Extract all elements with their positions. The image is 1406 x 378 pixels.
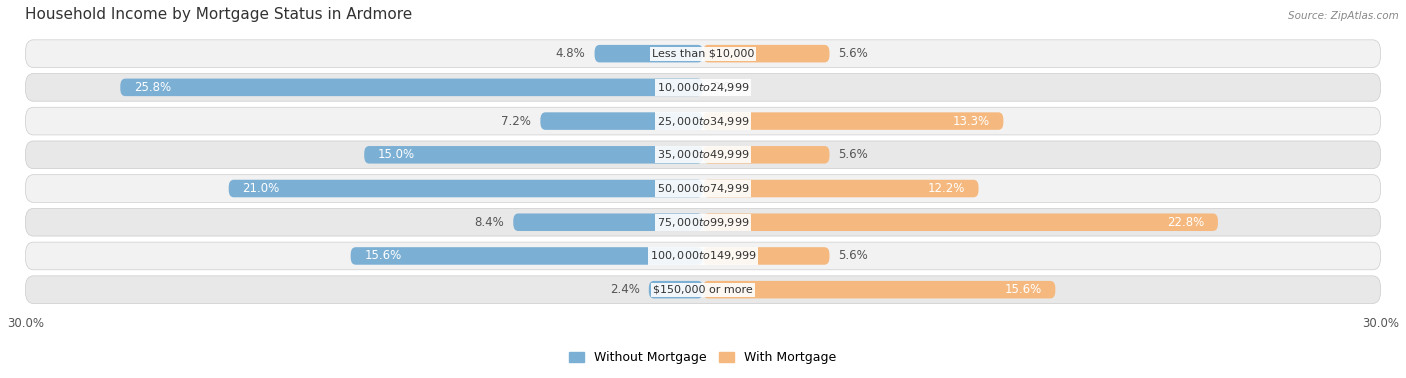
Text: 2.4%: 2.4% <box>610 283 640 296</box>
Text: 15.0%: 15.0% <box>378 148 415 161</box>
FancyBboxPatch shape <box>703 214 1218 231</box>
Text: 5.6%: 5.6% <box>838 249 869 262</box>
FancyBboxPatch shape <box>513 214 703 231</box>
FancyBboxPatch shape <box>703 45 830 62</box>
Text: 22.8%: 22.8% <box>1167 216 1205 229</box>
Text: 15.6%: 15.6% <box>364 249 402 262</box>
Text: 21.0%: 21.0% <box>242 182 280 195</box>
FancyBboxPatch shape <box>364 146 703 164</box>
Text: 0.0%: 0.0% <box>711 81 741 94</box>
Text: $100,000 to $149,999: $100,000 to $149,999 <box>650 249 756 262</box>
FancyBboxPatch shape <box>25 40 1381 68</box>
FancyBboxPatch shape <box>350 247 703 265</box>
FancyBboxPatch shape <box>25 141 1381 169</box>
Text: $75,000 to $99,999: $75,000 to $99,999 <box>657 216 749 229</box>
FancyBboxPatch shape <box>25 175 1381 202</box>
Text: 4.8%: 4.8% <box>555 47 585 60</box>
Text: 7.2%: 7.2% <box>502 115 531 128</box>
Text: $150,000 or more: $150,000 or more <box>654 285 752 295</box>
Text: Household Income by Mortgage Status in Ardmore: Household Income by Mortgage Status in A… <box>25 7 413 22</box>
Text: Source: ZipAtlas.com: Source: ZipAtlas.com <box>1288 11 1399 21</box>
FancyBboxPatch shape <box>25 107 1381 135</box>
Text: $50,000 to $74,999: $50,000 to $74,999 <box>657 182 749 195</box>
Text: 12.2%: 12.2% <box>928 182 965 195</box>
Text: 13.3%: 13.3% <box>953 115 990 128</box>
Legend: Without Mortgage, With Mortgage: Without Mortgage, With Mortgage <box>564 346 842 369</box>
Text: 5.6%: 5.6% <box>838 47 869 60</box>
FancyBboxPatch shape <box>229 180 703 197</box>
FancyBboxPatch shape <box>25 242 1381 270</box>
FancyBboxPatch shape <box>25 208 1381 236</box>
Text: 15.6%: 15.6% <box>1004 283 1042 296</box>
Text: 5.6%: 5.6% <box>838 148 869 161</box>
FancyBboxPatch shape <box>121 79 703 96</box>
Text: 8.4%: 8.4% <box>474 216 505 229</box>
FancyBboxPatch shape <box>703 146 830 164</box>
Text: Less than $10,000: Less than $10,000 <box>652 49 754 59</box>
FancyBboxPatch shape <box>703 180 979 197</box>
FancyBboxPatch shape <box>703 281 1056 299</box>
FancyBboxPatch shape <box>540 112 703 130</box>
Text: 25.8%: 25.8% <box>134 81 172 94</box>
FancyBboxPatch shape <box>703 112 1004 130</box>
Text: $35,000 to $49,999: $35,000 to $49,999 <box>657 148 749 161</box>
FancyBboxPatch shape <box>703 247 830 265</box>
FancyBboxPatch shape <box>648 281 703 299</box>
FancyBboxPatch shape <box>25 276 1381 304</box>
Text: $25,000 to $34,999: $25,000 to $34,999 <box>657 115 749 128</box>
FancyBboxPatch shape <box>595 45 703 62</box>
Text: $10,000 to $24,999: $10,000 to $24,999 <box>657 81 749 94</box>
FancyBboxPatch shape <box>25 74 1381 101</box>
